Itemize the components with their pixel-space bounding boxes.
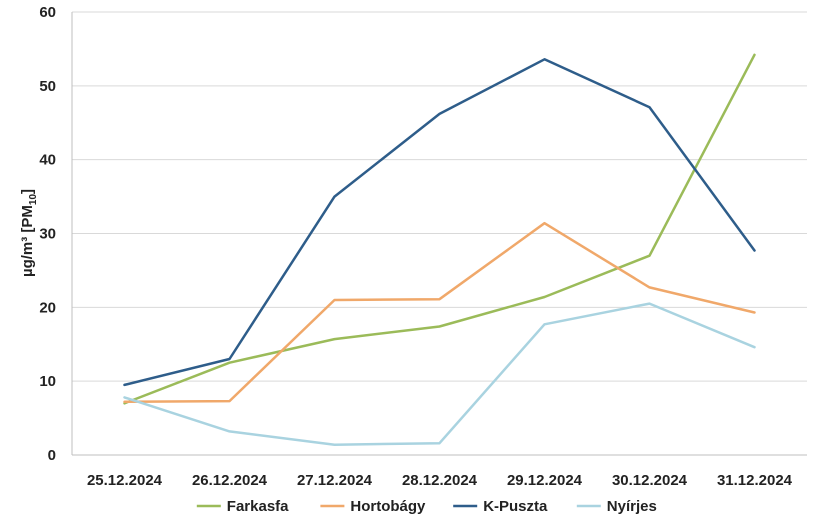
x-tick-label: 31.12.2024: [717, 472, 793, 489]
gridlines: [72, 11, 807, 382]
series-lines: [123, 53, 756, 446]
y-tick-label: 30: [39, 226, 56, 243]
legend-item: Farkasfa: [196, 498, 289, 515]
legend-item: K-Puszta: [453, 498, 548, 515]
x-tick-label: 28.12.2024: [402, 472, 478, 489]
x-tick-label: 29.12.2024: [507, 472, 583, 489]
y-tick-label: 50: [39, 78, 56, 95]
x-tick-label: 25.12.2024: [87, 472, 163, 489]
y-tick-label: 20: [39, 299, 56, 316]
series-line-hortob-gy: [123, 221, 756, 404]
x-tick-labels: 25.12.2024 26.12.2024 27.12.2024 28.12.2024…: [87, 472, 793, 489]
y-axis-label: µg/m³ [PM10]: [19, 189, 39, 277]
y-tick-label: 60: [39, 4, 56, 21]
x-tick-label: 27.12.2024: [297, 472, 373, 489]
x-tick-label: 26.12.2024: [192, 472, 268, 489]
series-line-k-puszta: [123, 58, 756, 387]
legend-label: Hortobágy: [350, 498, 426, 515]
series-line-ny-rjes: [123, 302, 756, 446]
legend-item: Nyírjes: [576, 498, 657, 515]
axes: [71, 12, 807, 456]
legend-label: K-Puszta: [483, 498, 548, 515]
legend: Farkasfa Hortobágy K-Puszta Nyírjes: [196, 498, 657, 515]
legend-item: Hortobágy: [320, 498, 426, 515]
x-tick-label: 30.12.2024: [612, 472, 688, 489]
legend-label: Nyírjes: [607, 498, 657, 515]
series-line-farkasfa: [123, 53, 756, 405]
y-tick-labels: 0 10 20 30 40 50 60: [39, 4, 56, 464]
legend-label: Farkasfa: [227, 498, 289, 515]
y-tick-label: 0: [48, 447, 56, 464]
y-tick-label: 40: [39, 152, 56, 169]
y-tick-label: 10: [39, 373, 56, 390]
